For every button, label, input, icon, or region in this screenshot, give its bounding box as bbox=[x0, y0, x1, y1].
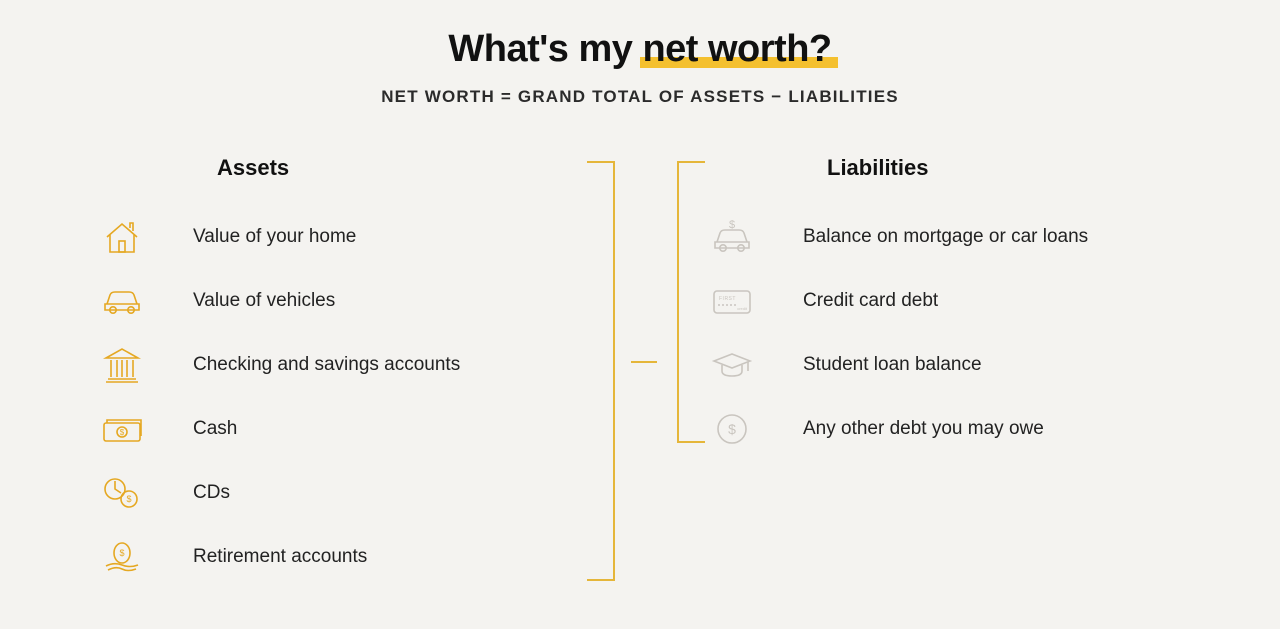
title-highlight: net worth? bbox=[642, 28, 831, 71]
dollar-circle-icon: $ bbox=[705, 407, 759, 451]
list-item: Student loan balance bbox=[705, 333, 1185, 397]
asset-label: Value of vehicles bbox=[149, 290, 335, 312]
asset-label: Retirement accounts bbox=[149, 546, 367, 568]
liabilities-column: Liabilities $ Balance on mortgage or car… bbox=[705, 155, 1185, 461]
list-item: Value of your home bbox=[95, 205, 575, 269]
liability-label: Credit card debt bbox=[759, 290, 938, 312]
svg-text:$: $ bbox=[120, 428, 125, 437]
columns-container: Assets Value of your home bbox=[85, 155, 1195, 595]
title-prefix: What's my bbox=[448, 28, 642, 70]
house-icon bbox=[95, 215, 149, 259]
car-loan-icon: $ bbox=[705, 215, 759, 259]
car-icon bbox=[95, 279, 149, 323]
svg-text:$: $ bbox=[729, 219, 735, 231]
bank-icon bbox=[95, 343, 149, 387]
list-item: FIRST credit Credit card debt bbox=[705, 269, 1185, 333]
liability-label: Student loan balance bbox=[759, 354, 982, 376]
page-title: What's my net worth? bbox=[0, 28, 1280, 71]
asset-label: CDs bbox=[149, 482, 230, 504]
assets-heading: Assets bbox=[95, 155, 575, 181]
page-subtitle: NET WORTH = GRAND TOTAL OF ASSETS − LIAB… bbox=[0, 87, 1280, 107]
svg-text:$: $ bbox=[728, 421, 736, 437]
asset-label: Checking and savings accounts bbox=[149, 354, 460, 376]
list-item: $ Cash bbox=[95, 397, 575, 461]
list-item: $ Balance on mortgage or car loans bbox=[705, 205, 1185, 269]
list-item: Value of vehicles bbox=[95, 269, 575, 333]
cash-icon: $ bbox=[95, 407, 149, 451]
bracket-right bbox=[677, 161, 705, 443]
credit-card-icon: FIRST credit bbox=[705, 279, 759, 323]
minus-sign bbox=[631, 361, 657, 363]
asset-label: Cash bbox=[149, 418, 237, 440]
svg-text:$: $ bbox=[119, 548, 124, 558]
cd-icon: $ bbox=[95, 471, 149, 515]
liabilities-heading: Liabilities bbox=[705, 155, 1185, 181]
liability-label: Balance on mortgage or car loans bbox=[759, 226, 1088, 248]
nest-egg-icon: $ bbox=[95, 535, 149, 579]
list-item: $ CDs bbox=[95, 461, 575, 525]
asset-label: Value of your home bbox=[149, 226, 356, 248]
assets-column: Assets Value of your home bbox=[95, 155, 575, 589]
list-item: Checking and savings accounts bbox=[95, 333, 575, 397]
svg-text:$: $ bbox=[126, 494, 131, 504]
svg-text:FIRST: FIRST bbox=[719, 296, 736, 302]
bracket-left bbox=[587, 161, 615, 581]
grad-cap-icon bbox=[705, 343, 759, 387]
list-item: $ Any other debt you may owe bbox=[705, 397, 1185, 461]
list-item: $ Retirement accounts bbox=[95, 525, 575, 589]
infographic-root: What's my net worth? NET WORTH = GRAND T… bbox=[0, 0, 1280, 629]
liability-label: Any other debt you may owe bbox=[759, 418, 1044, 440]
svg-text:credit: credit bbox=[737, 306, 748, 311]
